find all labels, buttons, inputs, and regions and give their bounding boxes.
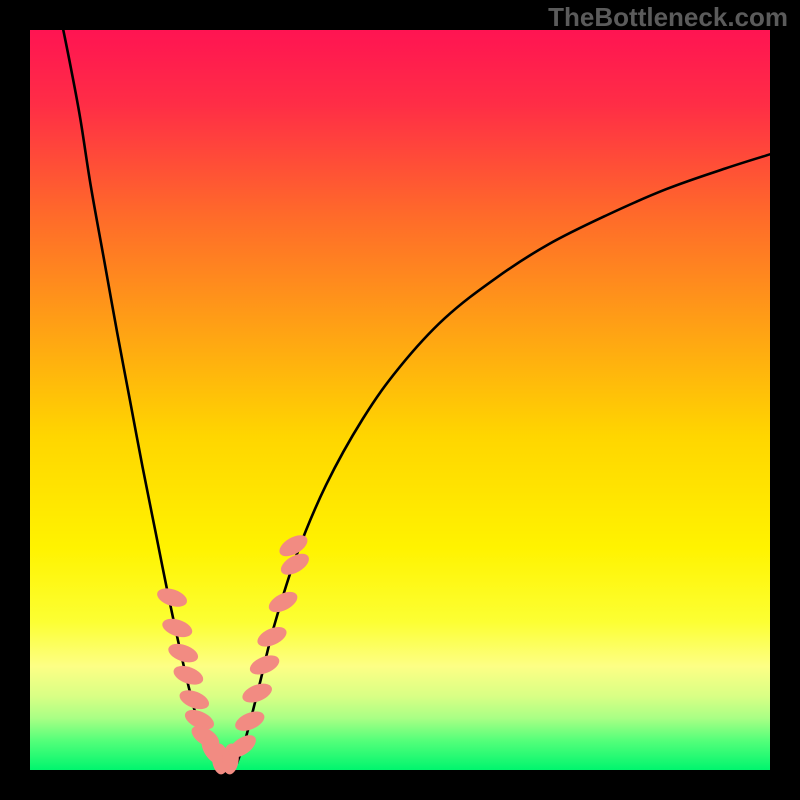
data-marker: [240, 680, 275, 706]
data-marker: [247, 652, 282, 679]
curve-right_arm: [237, 154, 770, 762]
watermark-label: TheBottleneck.com: [548, 2, 788, 33]
curve-overlay: [0, 0, 800, 800]
data-marker: [254, 623, 289, 651]
data-marker: [232, 708, 267, 735]
data-marker: [155, 585, 190, 610]
chart-container: TheBottleneck.com: [0, 0, 800, 800]
